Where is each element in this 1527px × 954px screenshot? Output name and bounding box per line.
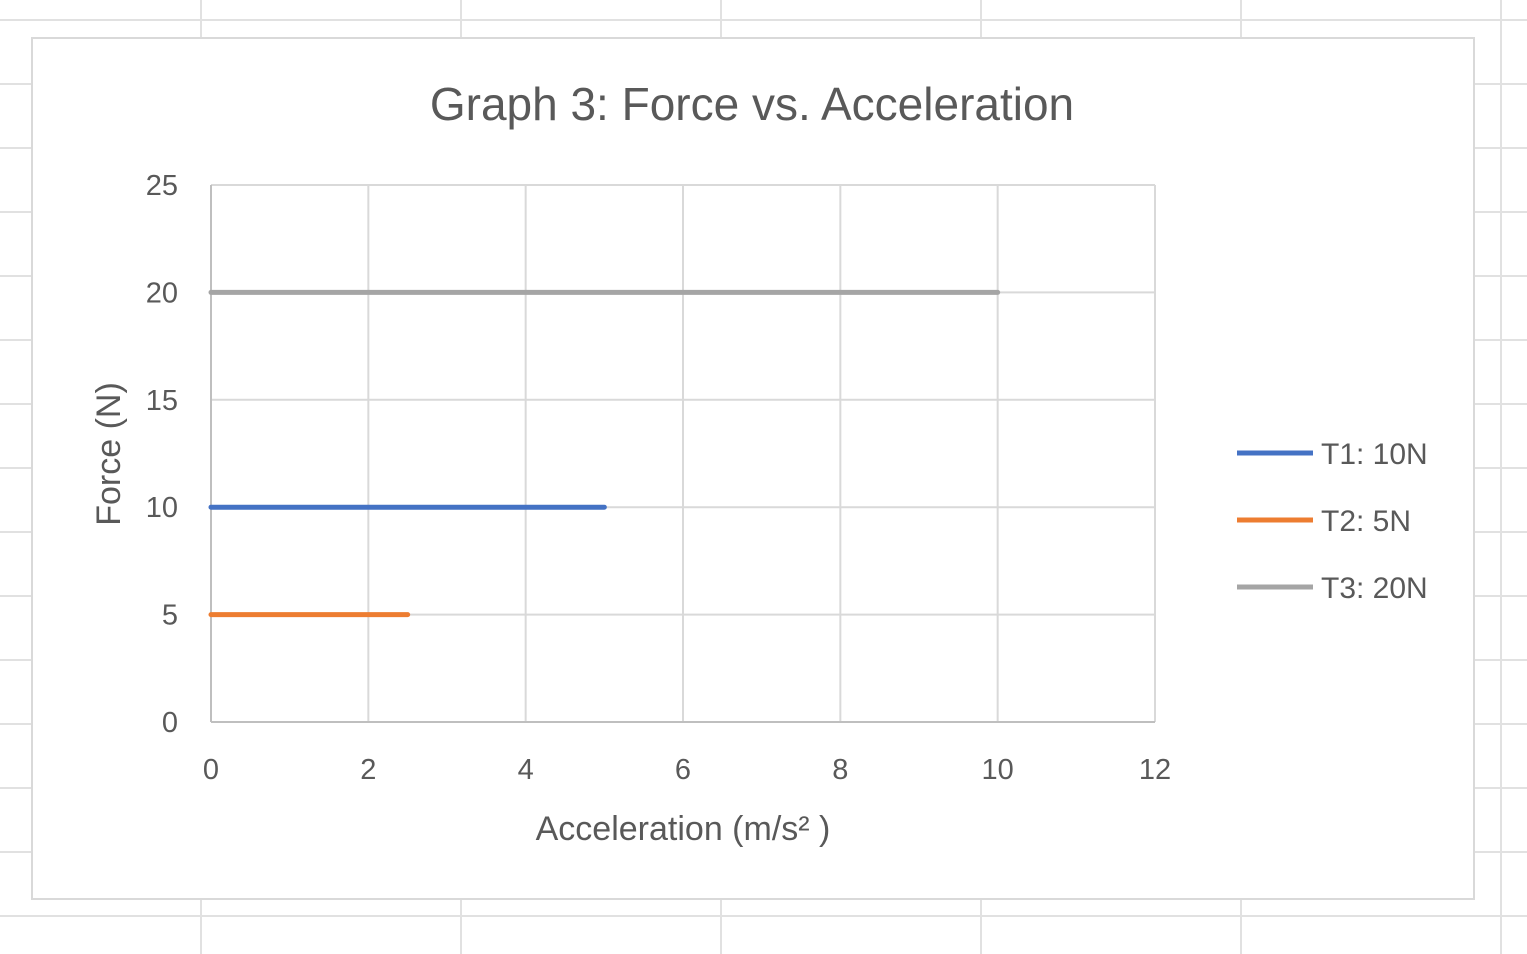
x-axis-title: Acceleration (m/s² ) <box>536 810 831 848</box>
legend-entry-label: T1: 10N <box>1321 438 1428 471</box>
x-tick-label: 8 <box>832 754 848 786</box>
y-tick-label: 25 <box>146 170 178 202</box>
legend: T1: 10N T2: 5N T3: 20N <box>1237 438 1428 605</box>
y-tick-label: 20 <box>146 277 178 309</box>
x-axis-ticks: 0 2 4 6 8 10 12 <box>203 754 1171 786</box>
plot-axes <box>210 185 1155 723</box>
x-tick-label: 10 <box>982 754 1014 786</box>
x-tick-label: 0 <box>203 754 219 786</box>
y-tick-label: 5 <box>162 600 178 632</box>
x-tick-label: 4 <box>518 754 534 786</box>
legend-entry-label: T2: 5N <box>1321 505 1411 538</box>
y-axis-ticks: 0 5 10 15 20 25 <box>146 170 178 739</box>
y-tick-label: 15 <box>146 385 178 417</box>
x-tick-label: 12 <box>1139 754 1171 786</box>
y-tick-label: 10 <box>146 492 178 524</box>
plot-gridlines <box>210 184 1156 723</box>
y-axis-title: Force (N) <box>90 382 128 526</box>
x-tick-label: 2 <box>360 754 376 786</box>
series-lines <box>208 289 1001 618</box>
legend-entry-label: T3: 20N <box>1321 572 1428 605</box>
chart-title: Graph 3: Force vs. Acceleration <box>430 78 1074 130</box>
x-tick-label: 6 <box>675 754 691 786</box>
y-tick-label: 0 <box>162 707 178 739</box>
chart-area[interactable] <box>31 37 1475 900</box>
